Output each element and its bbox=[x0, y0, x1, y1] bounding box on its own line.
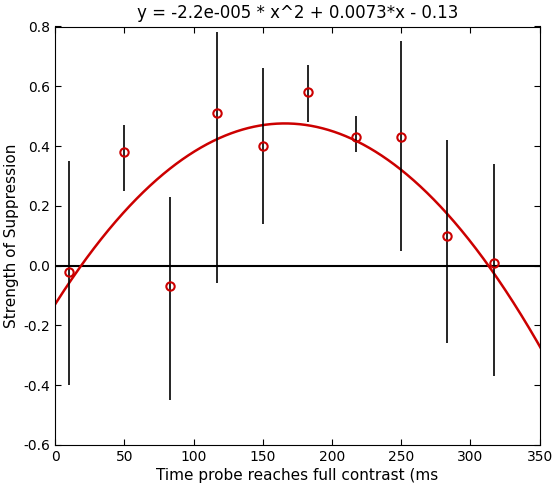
Y-axis label: Strength of Suppression: Strength of Suppression bbox=[4, 144, 19, 328]
X-axis label: Time probe reaches full contrast (ms: Time probe reaches full contrast (ms bbox=[157, 468, 438, 483]
Title: y = -2.2e-005 * x^2 + 0.0073*x - 0.13: y = -2.2e-005 * x^2 + 0.0073*x - 0.13 bbox=[136, 4, 458, 22]
